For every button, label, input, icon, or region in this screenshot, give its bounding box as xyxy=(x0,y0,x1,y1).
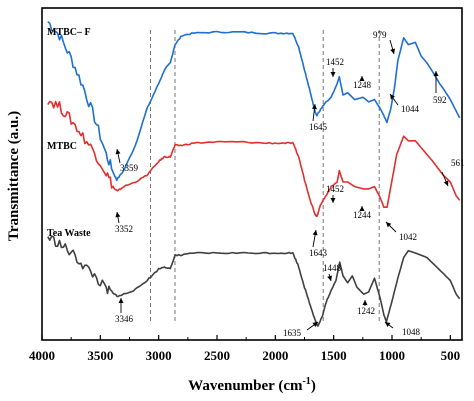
peak-annotation-label: 592 xyxy=(433,95,447,105)
series-line-tea-waste xyxy=(47,235,461,327)
plot-frame xyxy=(41,7,463,341)
annotation-arrowhead xyxy=(362,300,368,305)
annotation-arrowhead xyxy=(443,180,449,186)
peak-annotations: 3359 1645 1452 1248 979 1044 592 3352 1643 1452 12… xyxy=(115,30,465,338)
peak-annotation-label: 1452 xyxy=(326,184,344,194)
peak-annotation-label: 561 xyxy=(451,158,465,168)
peak-annotation-label: 3359 xyxy=(120,163,139,173)
peak-annotation-label: 1242 xyxy=(357,306,375,316)
annotation-arrowhead xyxy=(115,149,121,155)
x-tick-label: 3000 xyxy=(146,348,172,363)
peak-annotation-label: 3346 xyxy=(115,314,134,324)
annotation-arrowhead xyxy=(312,322,318,327)
annotation-arrowhead xyxy=(359,76,365,81)
x-axis-ticks: 4000 3500 3000 2500 2000 1500 1000 500 xyxy=(29,335,460,363)
peak-annotation-label: 1248 xyxy=(353,80,372,90)
peak-annotation-label: 1048 xyxy=(402,327,421,337)
y-axis-title: Transmittance (a.u.) xyxy=(6,111,22,241)
annotation-arrowhead xyxy=(359,206,365,211)
series-layer xyxy=(47,21,461,327)
annotation-arrowhead xyxy=(327,275,333,281)
series-label-mtbc: MTBC xyxy=(47,141,77,152)
series-label-tea-waste: Tea Waste xyxy=(47,228,91,239)
peak-annotation-label: 1635 xyxy=(283,328,302,338)
annotation-arrowhead xyxy=(311,104,317,110)
annotation-arrowhead xyxy=(330,72,336,77)
x-tick-label: 3500 xyxy=(87,348,113,363)
annotation-arrowhead xyxy=(433,71,439,76)
x-axis-title-close: ) xyxy=(311,378,316,394)
x-axis-title-exponent: -1 xyxy=(302,376,310,387)
annotation-arrowhead xyxy=(390,48,396,54)
x-tick-label: 1000 xyxy=(379,348,405,363)
x-tick-label: 4000 xyxy=(29,348,55,363)
annotation-arrowhead xyxy=(386,222,392,228)
x-tick-label: 2000 xyxy=(262,348,288,363)
series-line-mtbc xyxy=(47,100,461,218)
annotation-arrowhead xyxy=(115,212,121,218)
x-axis-title-main: Wavenumber (cm xyxy=(188,378,303,394)
peak-annotation-label: 1643 xyxy=(309,248,328,258)
x-axis-title: Wavenumber (cm-1) xyxy=(188,376,316,394)
peak-annotation-label: 1044 xyxy=(401,104,420,114)
peak-annotation-label: 1645 xyxy=(309,122,328,132)
peak-annotation-label: 1244 xyxy=(353,210,372,220)
x-tick-label: 2500 xyxy=(204,348,230,363)
peak-annotation-label: 1448 xyxy=(323,263,342,273)
annotation-arrowhead xyxy=(312,230,318,236)
x-tick-label: 1500 xyxy=(321,348,347,363)
series-label-mtbc-f: MTBC– F xyxy=(47,27,91,38)
annotation-arrowhead xyxy=(330,198,336,203)
x-tick-label: 500 xyxy=(441,348,461,363)
peak-annotation-label: 3352 xyxy=(115,224,133,234)
annotation-arrowhead xyxy=(390,94,395,100)
peak-annotation-label: 1042 xyxy=(399,232,417,242)
annotation-arrowhead xyxy=(385,322,391,327)
annotation-arrowhead xyxy=(118,298,124,303)
series-line-mtbc-f xyxy=(47,21,461,182)
peak-annotation-label: 979 xyxy=(373,30,387,40)
peak-annotation-label: 1452 xyxy=(326,57,344,67)
